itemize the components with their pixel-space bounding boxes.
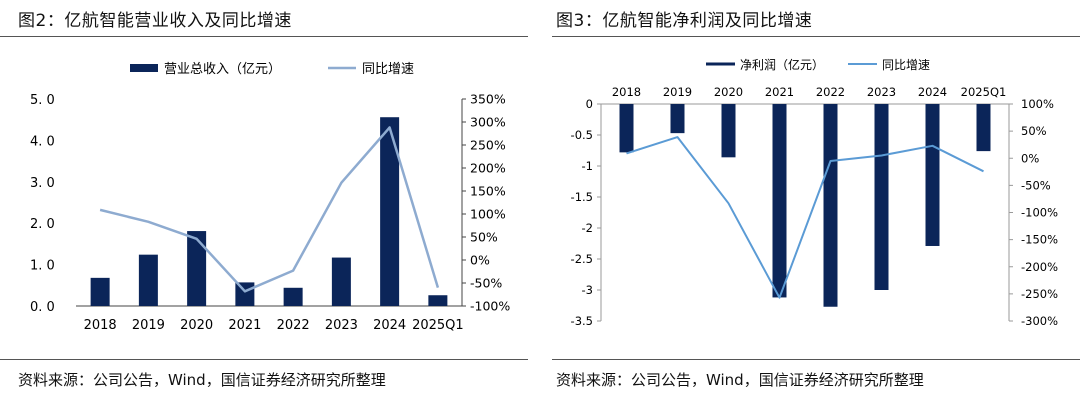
left-y-tick-label: -1 [582,159,593,173]
left-y-tick-label: -3.5 [571,314,593,328]
net-profit-bar [874,104,889,290]
x-tick-label: 2021 [228,318,261,333]
net-profit-bar [823,104,838,307]
x-tick-label: 2018 [612,85,641,99]
x-tick-label: 2020 [180,318,213,333]
revenue-chart-title: 图2：亿航智能营业收入及同比增速 [18,11,292,31]
revenue-source-note: 资料来源：公司公告，Wind，国信证券经济研究所整理 [18,371,386,389]
left-y-tick-label: 0 [586,97,593,111]
right-y-tick-label: 250% [470,138,506,153]
right-y-tick-label: 100% [1021,97,1054,111]
revenue-growth-line [99,126,440,293]
net-profit-bar [976,104,991,152]
right-y-tick-label: -100% [1021,206,1058,220]
legend-bar-label: 净利润（亿元） [740,57,824,72]
net-profit-chart-title: 图3：亿航智能净利润及同比增速 [556,11,813,31]
x-tick-label: 2022 [277,318,310,333]
right-y-tick-label: -100% [470,299,510,314]
left-y-tick-label: 1. 0 [30,259,55,274]
revenue-bar [380,117,400,306]
left-y-tick-label: 5. 0 [30,93,55,108]
left-y-tick-label: 0. 0 [30,300,55,315]
title-divider [552,36,1080,37]
net-profit-bar [670,104,685,134]
net-profit-chart: 净利润（亿元） 同比增速 2018 2019 2020 2021 2022 2023 2024 2… [571,57,1059,328]
right-y-tick-label: 0% [1021,151,1039,165]
legend-line-label: 同比增速 [882,58,930,72]
right-y-tick-label: 50% [1021,124,1047,138]
left-y-tick-label: -2 [582,221,593,235]
left-y-tick-label: -2.5 [571,252,593,266]
revenue-bar [283,287,303,306]
revenue-bar [90,277,110,306]
net-profit-source-note: 资料来源：公司公告，Wind，国信证券经济研究所整理 [556,371,924,389]
net-profit-bar [772,104,787,298]
legend-bar-swatch [130,64,158,72]
right-y-tick-label: 300% [470,115,506,130]
right-y-tick-label: 200% [470,161,506,176]
revenue-panel: 图2：亿航智能营业收入及同比增速 营业总收入（亿元） 同比增速 5. 0 4. 0 3.… [0,0,530,410]
right-y-tick-label: -150% [1021,233,1058,247]
x-tick-label: 2018 [84,318,117,333]
net-profit-panel: 图3：亿航智能净利润及同比增速 净利润（亿元） 同比增速 2018 2019 2020 2… [552,0,1080,410]
revenue-bar [138,254,158,306]
x-tick-label: 2023 [325,318,358,333]
revenue-bar [428,295,448,306]
left-y-tick-label: 3. 0 [30,176,55,191]
x-tick-label: 2025Q1 [412,318,464,333]
right-y-tick-label: -50% [470,276,502,291]
net-profit-bar [925,104,940,246]
x-tick-label: 2019 [663,85,692,99]
revenue-chart: 营业总收入（亿元） 同比增速 5. 0 4. 0 3. 0 2. 0 1. 0 0. 0 350… [30,62,510,333]
legend-line-label: 同比增速 [362,62,414,77]
x-tick-label: 2020 [714,85,743,99]
revenue-bar [235,282,255,306]
right-y-tick-label: 0% [470,253,490,268]
legend-bar-label: 营业总收入（亿元） [164,62,281,77]
revenue-bar [331,257,351,306]
x-tick-label: 2022 [816,85,845,99]
source-divider [552,359,1080,360]
x-tick-label: 2023 [867,85,896,99]
x-tick-label: 2024 [918,85,947,99]
source-divider [0,359,528,360]
net-profit-growth-line [626,136,984,299]
left-y-tick-label: 2. 0 [30,217,55,232]
right-y-tick-label: -300% [1021,314,1058,328]
x-tick-label: 2024 [373,318,406,333]
right-y-tick-label: 50% [470,230,498,245]
title-divider [0,36,528,37]
net-profit-bar [619,104,634,153]
net-profit-bar [721,104,736,158]
right-y-tick-label: -250% [1021,287,1058,301]
right-y-tick-label: 150% [470,184,506,199]
x-tick-label: 2025Q1 [961,85,1007,99]
left-y-tick-label: -3 [582,283,593,297]
left-y-tick-label: 4. 0 [30,134,55,149]
left-y-tick-label: -1.5 [571,190,593,204]
revenue-bar [187,231,207,306]
x-tick-label: 2019 [132,318,165,333]
x-tick-label: 2021 [765,85,794,99]
right-y-tick-label: 100% [470,207,506,222]
left-y-tick-label: -0.5 [571,128,593,142]
right-y-tick-label: -200% [1021,260,1058,274]
right-y-tick-label: 350% [470,92,506,107]
right-y-tick-label: -50% [1021,178,1051,192]
